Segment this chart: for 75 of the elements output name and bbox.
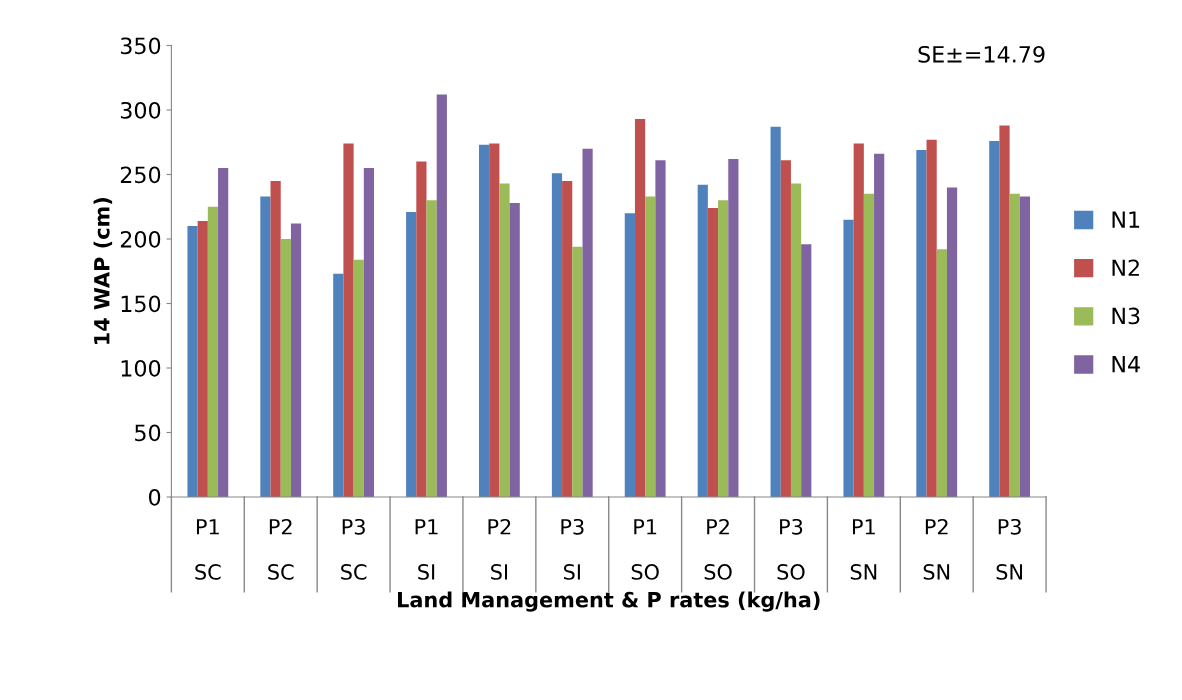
bar xyxy=(989,140,1000,497)
bar xyxy=(551,173,563,497)
bar xyxy=(780,160,791,497)
y-axis-title: 14 WAP (cm) xyxy=(93,198,113,344)
bar xyxy=(260,196,271,497)
category-label: P2 SN xyxy=(923,518,950,580)
bar xyxy=(853,143,864,497)
bar xyxy=(426,200,437,497)
bar xyxy=(697,184,708,497)
bar xyxy=(353,259,364,497)
y-tick-label: 250 xyxy=(120,166,161,184)
category-label: P3 SN xyxy=(996,518,1022,580)
y-tick-label: 150 xyxy=(121,295,161,313)
bar xyxy=(936,249,947,497)
bar xyxy=(655,160,666,497)
bar xyxy=(509,202,520,497)
y-tick-label: 100 xyxy=(121,359,161,377)
category-label: P2 SI xyxy=(488,518,511,580)
bar xyxy=(270,180,281,497)
bar xyxy=(572,246,583,497)
bar xyxy=(333,273,344,497)
category-label: P3 SC xyxy=(341,518,367,580)
category-label: P3 SO xyxy=(777,518,805,580)
category-label: P1 SN xyxy=(850,519,877,580)
bar xyxy=(707,208,719,497)
bar xyxy=(187,226,198,497)
bar xyxy=(478,144,490,497)
bar xyxy=(406,211,417,497)
y-tick-label: 200 xyxy=(120,230,161,248)
x-axis-title: Land Management & P rates (kg/ha) xyxy=(398,591,820,612)
bar xyxy=(718,200,729,497)
bar xyxy=(582,148,593,497)
y-tick-label: 50 xyxy=(135,424,161,442)
bar xyxy=(874,153,885,497)
bar xyxy=(343,143,354,497)
category-label: P1 SO xyxy=(631,519,659,580)
bar xyxy=(363,168,375,497)
bar xyxy=(999,125,1010,497)
category-label: P2 SC xyxy=(268,518,294,580)
bar xyxy=(634,119,646,497)
bar xyxy=(790,183,802,497)
category-label: P3 SI xyxy=(561,518,584,580)
legend-label: N3 xyxy=(1112,307,1140,325)
bar xyxy=(1019,196,1031,497)
bar xyxy=(863,193,875,497)
bar xyxy=(562,180,573,497)
category-label: P2 SO xyxy=(704,518,732,580)
category-label: P1 SI xyxy=(415,519,438,580)
bar xyxy=(207,206,219,497)
legend-label: N2 xyxy=(1112,259,1139,276)
bar xyxy=(946,187,958,497)
bar xyxy=(926,139,937,497)
category-label: P1 SC xyxy=(195,519,221,580)
bar xyxy=(436,94,447,497)
bar xyxy=(197,220,208,497)
bar xyxy=(843,219,854,497)
bar xyxy=(770,126,781,497)
y-tick-label: 300 xyxy=(120,101,161,119)
bar xyxy=(728,159,739,497)
bar xyxy=(416,161,427,497)
bar xyxy=(280,239,291,497)
legend-label: N1 xyxy=(1112,211,1140,228)
bar xyxy=(290,223,302,497)
bar xyxy=(645,196,656,497)
bar xyxy=(499,183,510,497)
annotation: SE±=14.79 xyxy=(918,45,1045,63)
bar xyxy=(489,143,500,497)
bar xyxy=(916,149,927,497)
bar xyxy=(1009,193,1020,497)
bar xyxy=(624,213,635,497)
bar xyxy=(218,168,229,497)
y-tick-label: 350 xyxy=(120,37,161,55)
y-tick-label: 0 xyxy=(148,488,161,506)
legend-label: N4 xyxy=(1112,356,1140,373)
bar xyxy=(801,244,812,497)
